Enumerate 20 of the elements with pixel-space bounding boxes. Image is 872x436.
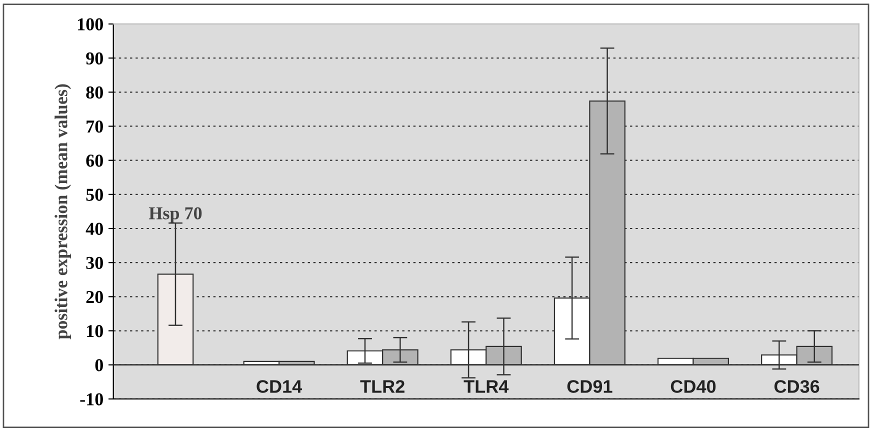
x-tick-label: CD91 (567, 380, 612, 393)
x-tick-label: CD40 (670, 380, 716, 393)
x-tick-label: CD36 (774, 380, 820, 393)
text: Hsp 70 (148, 207, 202, 224)
y-tick-label: 70 (86, 120, 103, 133)
y-tick-label: 80 (86, 86, 103, 99)
x-tick-label: TLR2 (360, 380, 404, 393)
y-tick-label: 100 (78, 18, 103, 30)
y-tick-label: 20 (86, 290, 103, 304)
x-tick-label: CD14 (256, 380, 302, 393)
y-tick-label: 50 (86, 188, 103, 201)
y-tick-label: 90 (86, 52, 103, 65)
y-tick-label: 60 (86, 154, 103, 167)
y-tick-label: -10 (80, 393, 103, 406)
y-tick-label: 10 (87, 325, 103, 338)
y-tick-label: 40 (86, 222, 103, 235)
y-tick-label: 30 (86, 256, 103, 270)
y-axis-title: positive expression (mean values) (54, 84, 71, 340)
x-tick-label: TLR4 (464, 380, 509, 393)
y-tick-label: 0 (95, 359, 103, 372)
